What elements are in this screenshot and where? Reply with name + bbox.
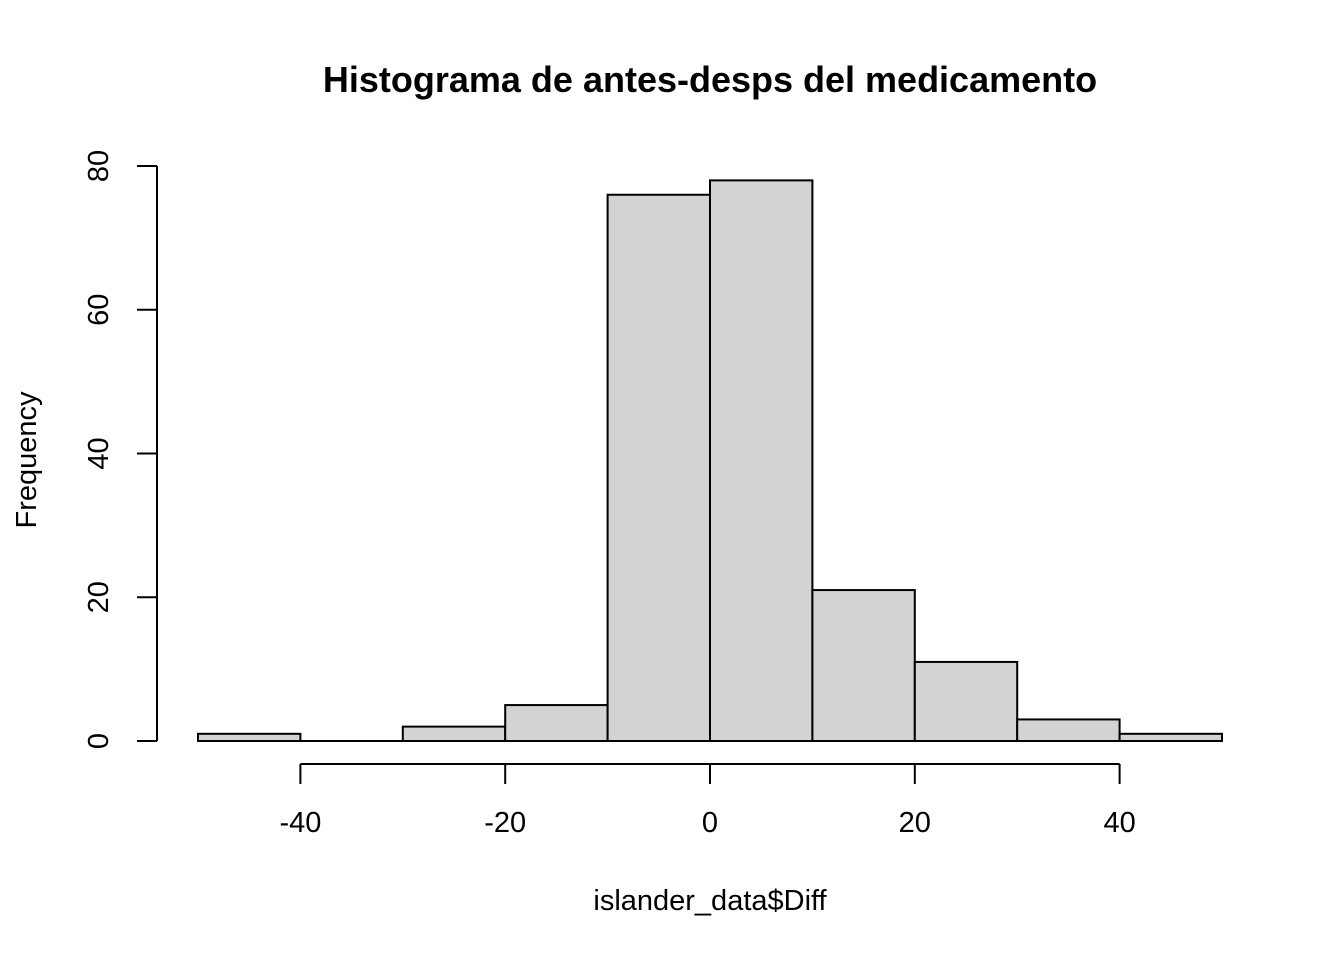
y-tick-label: 0 (83, 733, 115, 749)
x-tick-label: -20 (484, 807, 526, 839)
histogram-bar (913, 660, 1019, 742)
histogram-bar (709, 179, 814, 742)
x-tick-label: 40 (1103, 807, 1135, 839)
y-tick-label: 80 (83, 150, 115, 182)
chart-title: Histograma de antes-desps del medicament… (323, 59, 1097, 100)
histogram-bar (1016, 718, 1121, 742)
x-axis: -40 -20 0 20 40 (279, 763, 1136, 839)
histogram-bar (197, 732, 302, 742)
histogram-bar (606, 193, 711, 742)
y-axis-label: Frequency (11, 391, 43, 529)
y-tick-label: 60 (83, 294, 115, 326)
x-tick-label: 0 (702, 807, 718, 839)
histogram-bar (1118, 732, 1223, 742)
y-tick-label: 20 (83, 581, 115, 613)
x-tick-label: 20 (899, 807, 931, 839)
bars-group (197, 179, 1223, 742)
x-axis-label: islander_data$Diff (593, 885, 827, 917)
histogram-bar (811, 589, 916, 742)
histogram-bar (504, 704, 609, 742)
histogram-bar (401, 725, 507, 742)
y-tick-label: 40 (83, 437, 115, 469)
y-axis: 0 20 40 60 80 (83, 150, 158, 749)
x-tick-label: -40 (279, 807, 321, 839)
